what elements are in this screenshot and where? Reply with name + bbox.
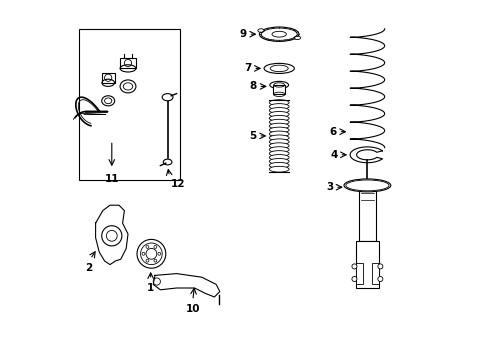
Ellipse shape (270, 127, 289, 133)
Text: 5: 5 (249, 131, 257, 141)
Bar (120, 58, 136, 68)
Ellipse shape (344, 179, 391, 192)
Ellipse shape (270, 112, 289, 117)
Text: 3: 3 (326, 182, 333, 192)
Text: 7: 7 (244, 63, 251, 73)
Circle shape (378, 264, 383, 269)
Ellipse shape (270, 150, 289, 156)
Bar (356, 263, 363, 284)
Bar (273, 85, 285, 94)
Ellipse shape (270, 154, 289, 160)
Circle shape (154, 246, 157, 248)
Ellipse shape (270, 143, 289, 149)
Ellipse shape (270, 116, 289, 121)
Bar (79, 29, 180, 180)
Circle shape (158, 252, 161, 255)
Text: 12: 12 (171, 179, 185, 189)
Ellipse shape (294, 36, 300, 40)
Circle shape (146, 259, 149, 262)
Polygon shape (153, 274, 220, 297)
Ellipse shape (270, 104, 289, 109)
Ellipse shape (270, 81, 289, 89)
Ellipse shape (270, 147, 289, 153)
Text: 9: 9 (240, 29, 247, 39)
Ellipse shape (102, 96, 115, 106)
Bar (359, 185, 375, 241)
Polygon shape (96, 205, 128, 265)
Circle shape (142, 252, 145, 255)
Text: 8: 8 (249, 81, 257, 91)
Ellipse shape (270, 108, 289, 113)
Ellipse shape (137, 239, 166, 268)
Ellipse shape (162, 94, 173, 101)
Circle shape (146, 246, 149, 248)
Polygon shape (350, 147, 382, 163)
Bar (372, 263, 379, 284)
Text: 6: 6 (330, 127, 337, 137)
Text: 2: 2 (85, 263, 92, 273)
Ellipse shape (259, 27, 299, 41)
Bar (102, 73, 115, 83)
Ellipse shape (270, 131, 289, 137)
Text: 4: 4 (330, 150, 338, 160)
Ellipse shape (258, 29, 265, 32)
Circle shape (352, 264, 357, 269)
Circle shape (352, 276, 357, 282)
Text: 1: 1 (147, 283, 154, 293)
Text: 11: 11 (104, 174, 119, 184)
Circle shape (154, 259, 157, 262)
Ellipse shape (120, 80, 136, 93)
Ellipse shape (264, 63, 294, 73)
Bar (356, 241, 379, 288)
Ellipse shape (270, 139, 289, 145)
Ellipse shape (270, 123, 289, 129)
Ellipse shape (270, 158, 289, 164)
Ellipse shape (270, 100, 289, 105)
Text: 10: 10 (186, 304, 200, 314)
Ellipse shape (270, 162, 289, 168)
Ellipse shape (270, 166, 289, 172)
Circle shape (378, 276, 383, 282)
Ellipse shape (163, 159, 172, 165)
Ellipse shape (270, 135, 289, 141)
Ellipse shape (270, 119, 289, 125)
